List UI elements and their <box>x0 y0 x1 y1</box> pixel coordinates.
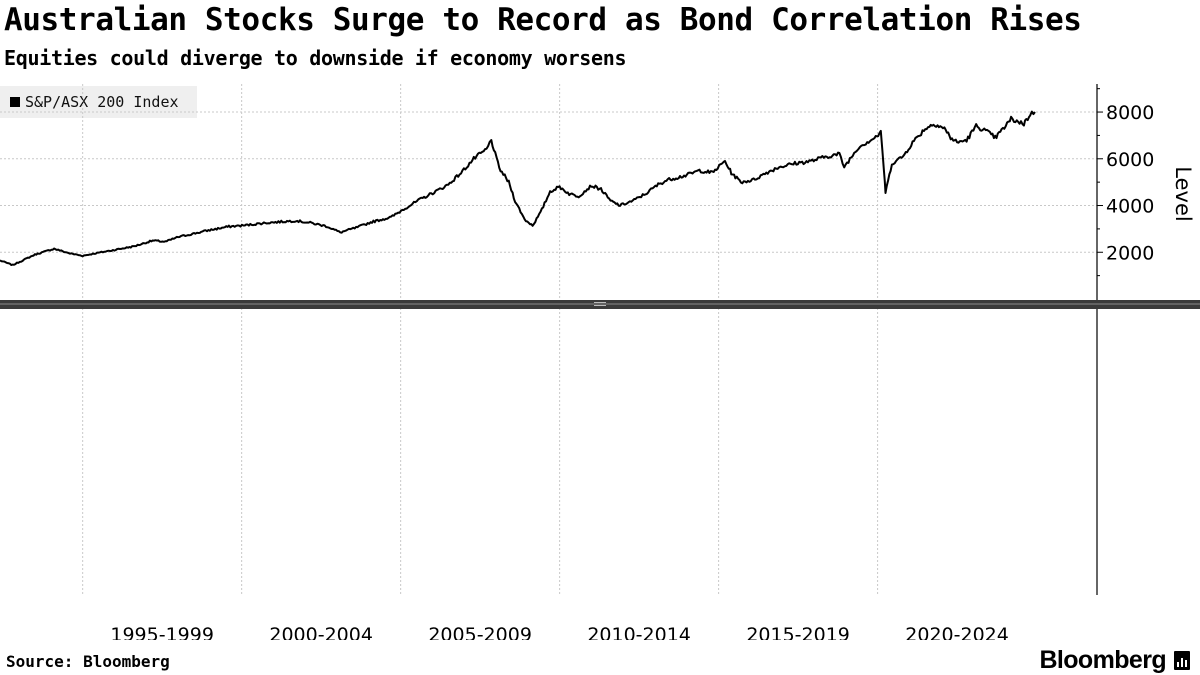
x-tick-label: 2005-2009 <box>428 624 532 640</box>
y-tick-label: 8000 <box>1106 102 1154 124</box>
y-tick-label: 4000 <box>1106 196 1154 218</box>
series-line-asx200 <box>0 110 1036 266</box>
x-tick-label: 2010-2014 <box>587 624 691 640</box>
divider-grip-icon[interactable] <box>594 302 606 306</box>
line-chart: 2000 4000 6000 8000 Level 1995-1999 2000-200… <box>0 84 1200 640</box>
x-tick-label: 2015-2019 <box>746 624 850 640</box>
legend-swatch-icon <box>10 97 20 107</box>
x-tick-label: 2000-2004 <box>269 624 373 640</box>
y-tick-label: 2000 <box>1106 242 1154 264</box>
brand-name: Bloomberg <box>1039 646 1166 674</box>
x-tick-label: 2020-2024 <box>905 624 1009 640</box>
legend-label: S&P/ASX 200 Index <box>25 93 179 111</box>
bloomberg-terminal-icon <box>1174 651 1190 670</box>
y-axis-title: Level <box>1171 166 1195 221</box>
legend: S&P/ASX 200 Index <box>0 86 197 118</box>
brand-logo: Bloomberg <box>1039 646 1190 675</box>
y-tick-label: 6000 <box>1106 149 1154 171</box>
chart-title: Australian Stocks Surge to Record as Bon… <box>4 2 1082 38</box>
chart-subtitle: Equities could diverge to downside if ec… <box>4 46 627 70</box>
source-note: Source: Bloomberg <box>6 652 170 671</box>
x-tick-label: 1995-1999 <box>110 624 214 640</box>
